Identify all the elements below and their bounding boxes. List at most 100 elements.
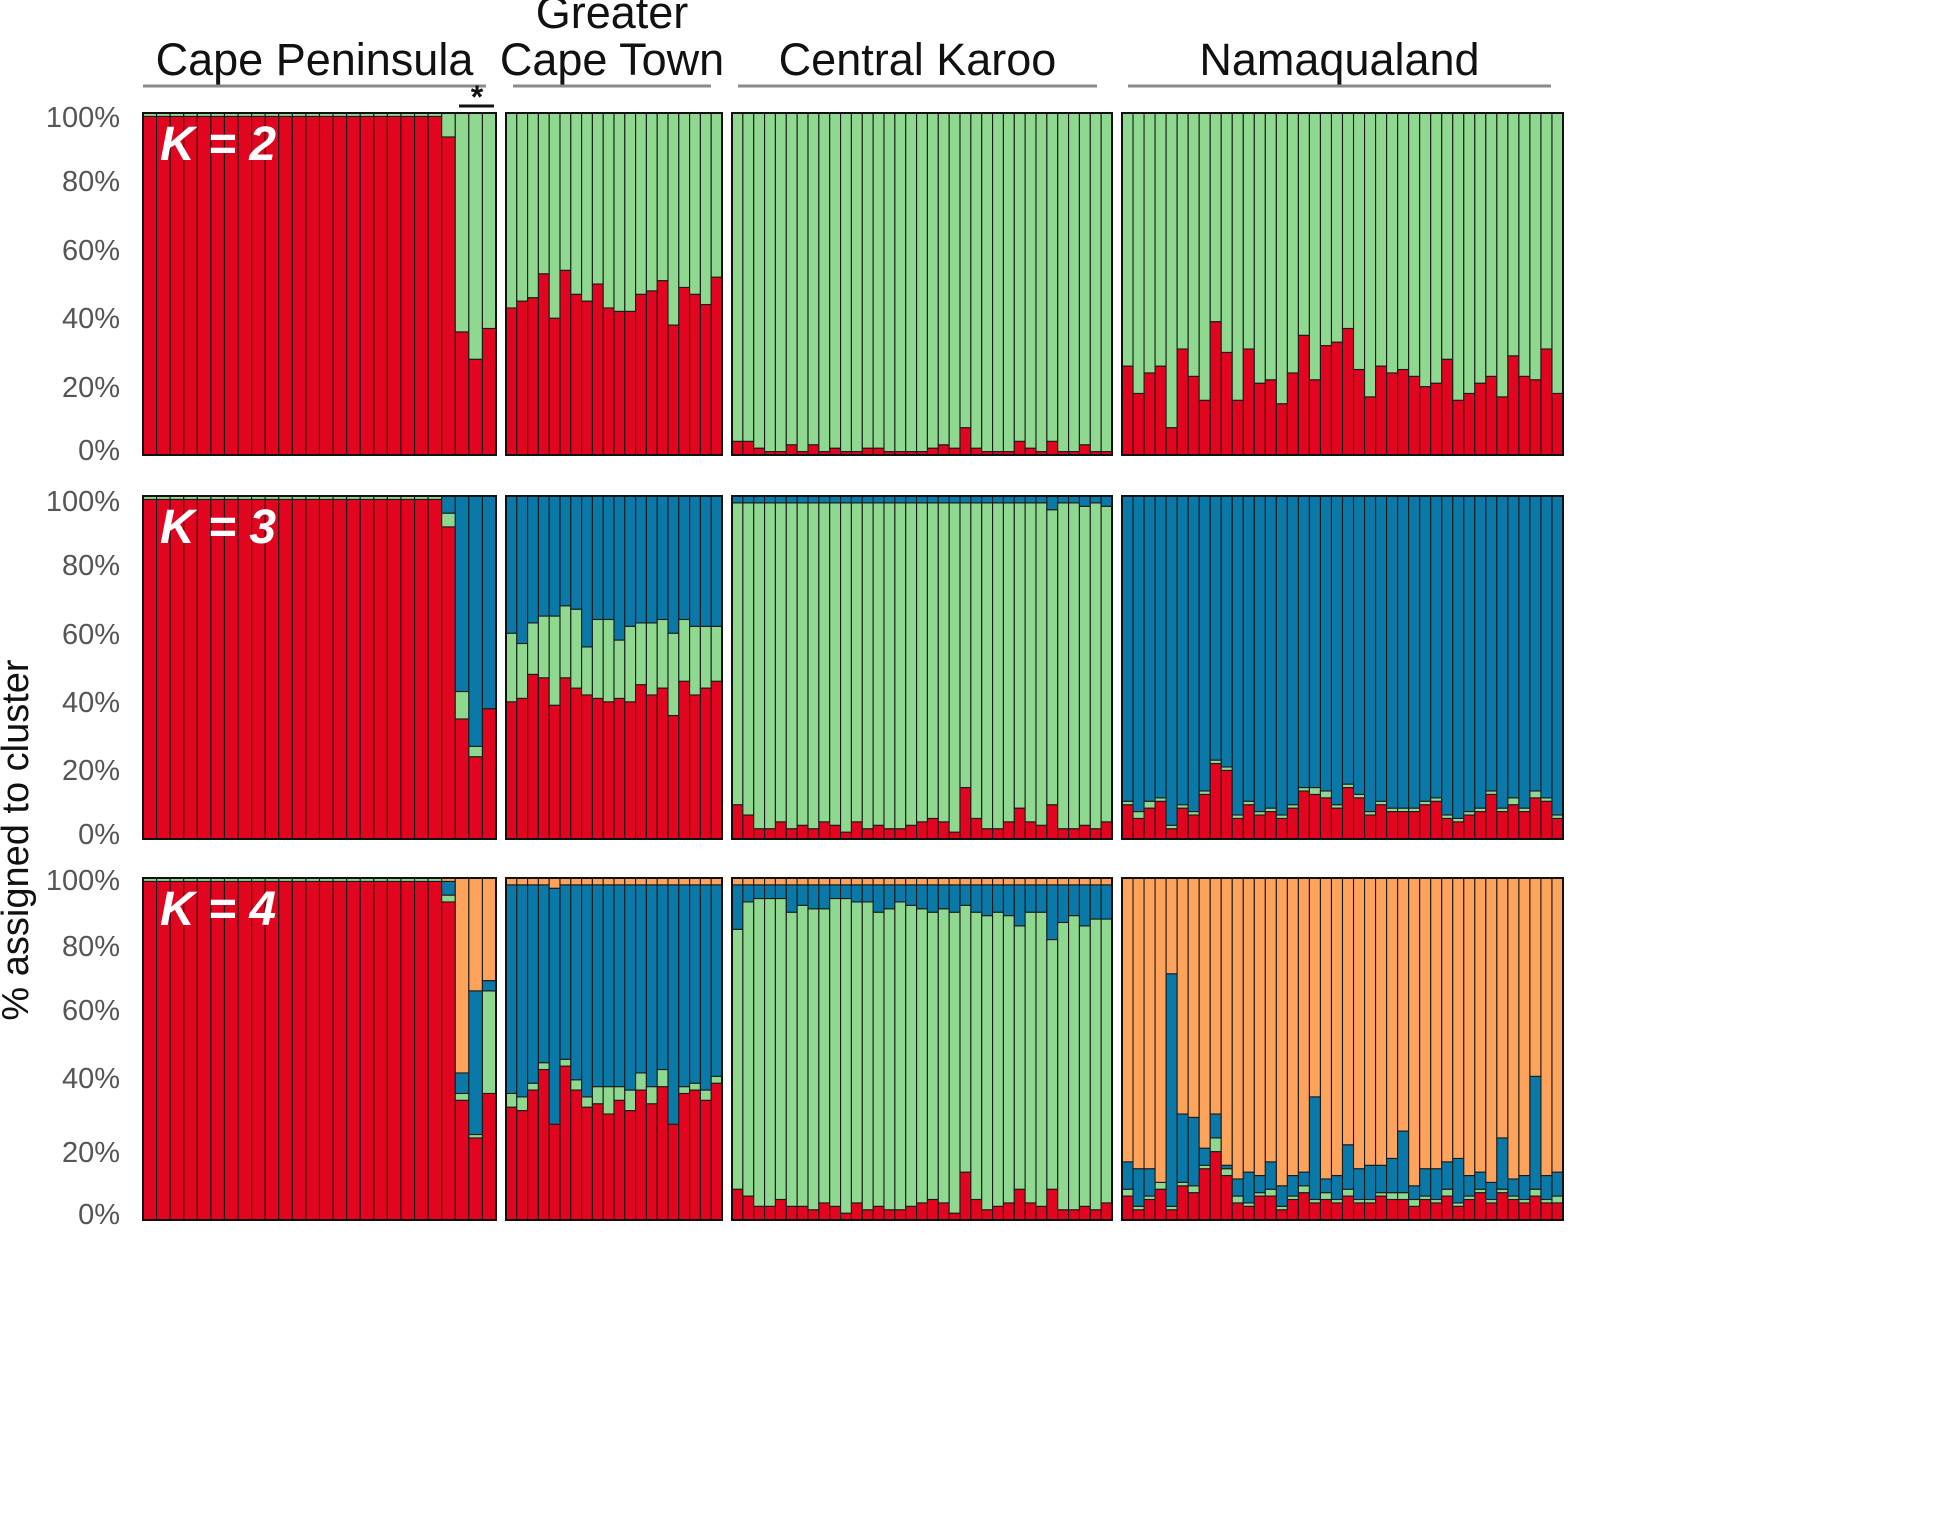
bar-segment (602, 307, 615, 456)
y-tick-label: 0% (78, 435, 120, 467)
bar-segment (291, 498, 307, 840)
bar-segment (992, 502, 1004, 830)
bar-segment (818, 908, 831, 1204)
bar-segment (624, 1110, 637, 1221)
bar-segment (764, 495, 776, 504)
bar-segment (441, 894, 456, 903)
bar-segment (1507, 1198, 1520, 1221)
bar-segment (1231, 1202, 1244, 1221)
bar-segment (400, 880, 416, 1221)
bar-segment (678, 286, 691, 456)
bar-segment (548, 877, 561, 889)
bar-segment (570, 495, 583, 610)
bar-segment (1187, 375, 1200, 456)
bar-segment (454, 718, 470, 840)
bar-segment (959, 112, 972, 429)
bar-segment (1035, 877, 1048, 886)
bar-segment (1253, 877, 1266, 1177)
bar-segment (1057, 502, 1070, 830)
bar-segment (1463, 1174, 1476, 1197)
bar-segment (1529, 790, 1542, 799)
bar-segment (981, 502, 994, 830)
bar-segment (1132, 1209, 1145, 1221)
bar-segment (346, 115, 361, 456)
bar-segment (527, 884, 539, 1084)
bar-segment (1529, 797, 1542, 840)
bar-segment (1132, 392, 1145, 456)
bar-segment (1132, 817, 1145, 840)
region-title-3: Namaqualand (1199, 34, 1479, 85)
bar-segment (427, 498, 443, 840)
bar-segment (1220, 1174, 1233, 1221)
bar-segment (613, 877, 626, 886)
bar-segment (1242, 112, 1255, 350)
k-label: K = 2 (160, 118, 276, 171)
bar-segment (1364, 1202, 1377, 1221)
bar-segment (548, 317, 561, 456)
bar-segment (753, 897, 766, 1207)
bar-segment (829, 112, 842, 449)
bar-segment (678, 618, 691, 682)
bar-segment (468, 112, 483, 360)
bar-segment (1264, 1195, 1277, 1221)
bar-segment (1253, 112, 1266, 384)
bar-segment (1002, 495, 1015, 504)
bar-segment (699, 1099, 712, 1221)
panels: 0% 20% 40% 60% 80% 100% K = 2 0% 20% 40% 60% 80% 100… (46, 102, 1564, 1231)
group-frame (731, 495, 1113, 840)
bar-segment (916, 502, 928, 823)
bar-segment (505, 632, 518, 703)
bar-segment (1496, 1192, 1509, 1221)
bar-segment (1408, 112, 1421, 377)
bar-segment (1452, 112, 1465, 401)
bar-segment (764, 877, 776, 886)
bar-segment (602, 1113, 615, 1221)
bar-segment (1496, 495, 1509, 809)
bar-segment (1441, 877, 1454, 1163)
bar-segment (1068, 112, 1080, 453)
bar-segment (818, 495, 831, 504)
bar-segment (1121, 495, 1134, 802)
bar-segment (1100, 884, 1113, 920)
bar-segment (731, 495, 744, 504)
bar-segment (710, 495, 723, 627)
bar-segment (926, 884, 939, 913)
bar-segment (883, 1209, 896, 1221)
bar-segment (645, 884, 658, 1088)
bar-segment (537, 677, 550, 840)
bar-segment (1330, 807, 1344, 840)
bar-segment (1397, 495, 1410, 809)
bar-segment (1176, 1185, 1189, 1221)
bar-segment (1078, 884, 1091, 927)
bar-segment (305, 880, 321, 1221)
bar-segment (818, 112, 831, 453)
bar-segment (1540, 800, 1553, 840)
bar-segment (774, 897, 787, 1201)
bar-segment (970, 495, 983, 504)
bar-segment (1419, 804, 1432, 840)
bar-segment (1474, 811, 1487, 840)
region-title-2: Central Karoo (779, 34, 1057, 85)
bar-segment (1143, 372, 1156, 456)
bar-segment (441, 512, 456, 528)
bar-segment (581, 300, 593, 456)
bar-segment (894, 495, 907, 504)
group-3 (1121, 495, 1564, 840)
bar-segment (678, 112, 691, 288)
bar-segment (764, 502, 776, 830)
bar-segment (400, 498, 416, 840)
bar-segment (1529, 877, 1542, 1077)
bar-segment (386, 498, 402, 840)
bar-segment (1046, 495, 1059, 511)
bar-segment (1375, 112, 1388, 367)
bar-segment (916, 112, 928, 453)
bar-segment (699, 884, 712, 1091)
bar-segment (872, 877, 885, 886)
bar-segment (1386, 877, 1399, 1159)
bar-segment (774, 821, 787, 840)
bar-segment (1187, 814, 1200, 840)
bar-segment (1518, 877, 1531, 1177)
bar-segment (142, 880, 158, 1221)
bar-segment (591, 877, 604, 886)
bar-segment (624, 625, 637, 703)
